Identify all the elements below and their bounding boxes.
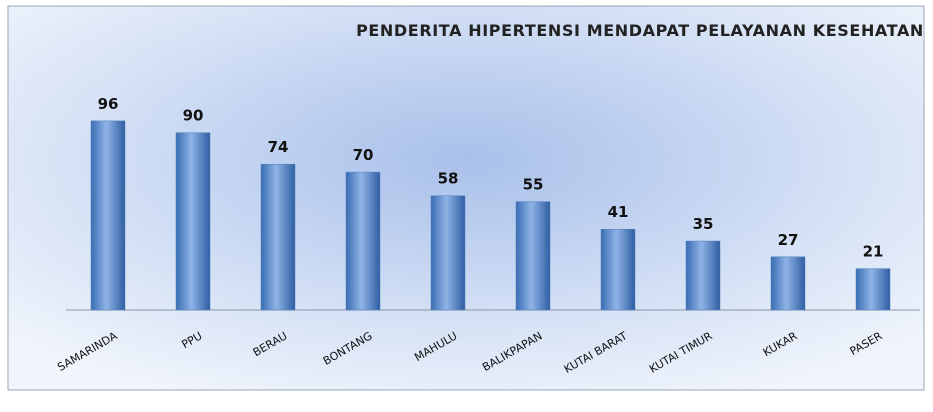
bar [175,132,211,311]
bar [345,171,381,311]
value-label: 55 [523,176,544,194]
value-label: 27 [778,231,799,249]
value-label: 74 [268,138,289,156]
value-label: 90 [183,107,204,125]
value-label: 58 [438,170,459,188]
bar [90,120,126,311]
bar [260,163,296,311]
bar [770,256,806,311]
value-label: 96 [98,95,119,113]
bar [685,240,721,311]
value-label: 70 [353,146,374,164]
chart-title: PENDERITA HIPERTENSI MENDAPAT PELAYANAN … [356,21,924,40]
value-label: 35 [693,215,714,233]
chart-frame [7,5,925,391]
bar [515,201,551,311]
bar [855,268,891,311]
value-label: 21 [863,243,884,261]
bar [430,195,466,311]
bar [600,228,636,311]
value-label: 41 [608,203,629,221]
